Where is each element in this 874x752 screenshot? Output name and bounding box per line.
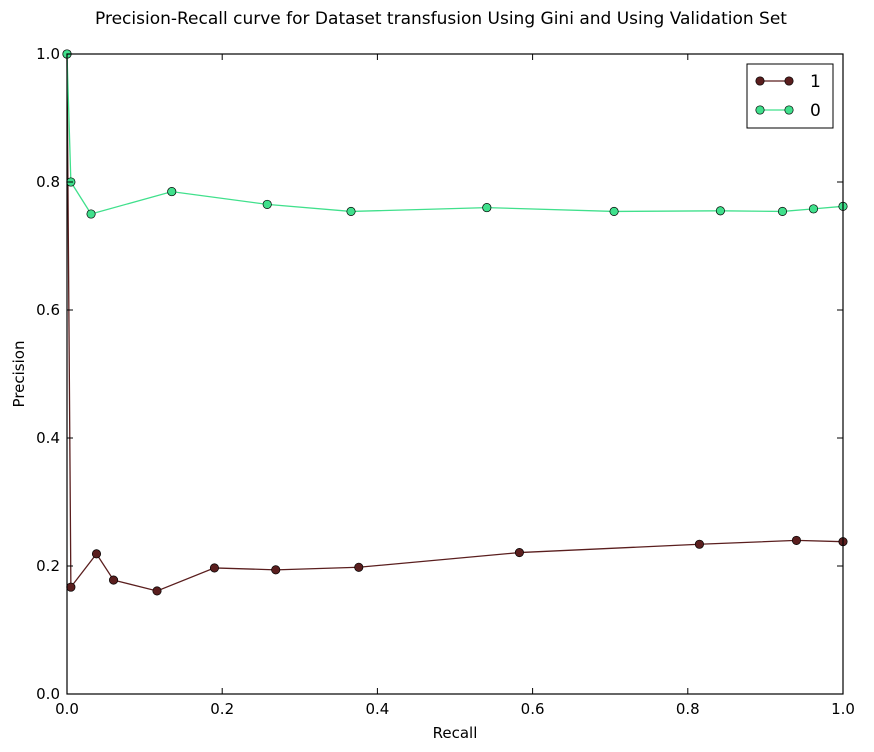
legend-label: 1: [810, 72, 821, 92]
series-1: [62, 49, 848, 596]
series-line: [66, 53, 844, 215]
axis-ticks: 0.0 0.2 0.4 0.6 0.8 1.0 0.0 0.2 0.4 0.6 0.8 1.0: [36, 45, 855, 718]
x-tick-label: 0.2: [210, 700, 234, 718]
x-tick-label: 1.0: [831, 700, 855, 718]
data-point: [777, 206, 788, 216]
data-point: [209, 563, 219, 573]
data-point: [354, 562, 364, 572]
data-point: [514, 548, 524, 558]
data-point: [271, 565, 281, 575]
x-axis-label: Recall: [433, 724, 478, 742]
data-point: [91, 549, 102, 559]
data-point: [482, 203, 492, 213]
data-point: [167, 187, 177, 197]
y-tick-label: 0.6: [36, 301, 60, 319]
y-tick-label: 0.2: [36, 557, 60, 575]
legend-marker: [784, 76, 794, 86]
y-tick-label: 0.4: [36, 429, 60, 447]
x-tick-label: 0.0: [55, 700, 79, 718]
data-point: [609, 206, 619, 216]
data-point: [346, 206, 356, 216]
legend-label: 0: [810, 101, 821, 121]
legend-item: 1: [755, 72, 821, 92]
series-0: [62, 49, 848, 219]
y-tick-label: 0.0: [36, 685, 60, 703]
data-point: [694, 539, 704, 549]
legend-item: 0: [755, 101, 821, 121]
data-point: [109, 575, 119, 585]
data-point: [66, 582, 76, 592]
legend-marker: [755, 105, 765, 115]
legend-box: [746, 63, 834, 129]
y-tick-label: 1.0: [36, 45, 60, 63]
x-tick-label: 0.6: [521, 700, 545, 718]
plot-area: [62, 49, 848, 596]
legend: 10: [746, 63, 834, 129]
data-point: [715, 206, 725, 216]
data-point: [262, 199, 272, 209]
series-line: [66, 53, 844, 592]
x-tick-label: 0.8: [676, 700, 700, 718]
data-point: [808, 204, 819, 214]
data-point: [152, 586, 162, 596]
y-tick-label: 0.8: [36, 173, 60, 191]
data-point: [86, 209, 96, 219]
chart-title: Precision-Recall curve for Dataset trans…: [95, 9, 787, 29]
data-point: [791, 535, 801, 545]
x-tick-label: 0.4: [365, 700, 389, 718]
legend-marker: [784, 105, 794, 115]
legend-marker: [755, 76, 765, 86]
y-axis-label: Precision: [10, 341, 28, 408]
plot-frame: [66, 53, 844, 695]
